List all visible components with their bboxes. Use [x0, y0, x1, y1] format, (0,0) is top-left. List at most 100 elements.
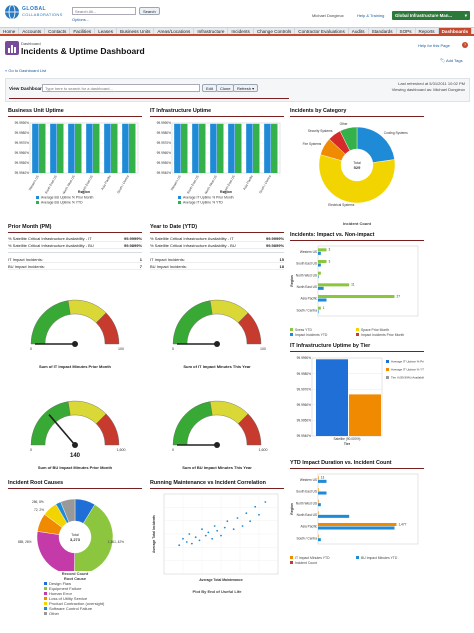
legend-label: Svess YTD [295, 327, 312, 332]
it-tier-chart: 99.9990% 99.9980% 99.9970% 99.9960% 99.9950%… [297, 356, 424, 446]
logo[interactable]: GLOBAL COLLABORATIONS [4, 3, 64, 21]
bar [318, 275, 319, 279]
tab-reports[interactable]: Reports [416, 28, 439, 34]
donut-slice [318, 154, 396, 204]
panel-rule [8, 488, 142, 489]
tab-contacts[interactable]: Contacts [45, 28, 71, 34]
donut-slice [339, 126, 358, 151]
legend-label: Impact Incidents Prior Month [361, 332, 405, 337]
tag-icon: 🏷 [440, 58, 446, 63]
refresh-button[interactable]: Refresh ▾ [233, 84, 259, 92]
tab-infrastructure[interactable]: Infrastructure [194, 28, 229, 34]
axis-title: Region [78, 190, 90, 194]
options-link[interactable]: Options... [72, 17, 90, 22]
bar [122, 123, 129, 173]
root-causes-title: Incident Root Causes [8, 480, 64, 486]
data-label: 3 [329, 248, 331, 252]
tab-home[interactable]: Home [0, 28, 20, 34]
y-tick-label: 99.9970% [15, 141, 30, 145]
axis-title: Region [290, 275, 294, 287]
bar [253, 123, 260, 173]
search-button[interactable]: Search [139, 7, 160, 15]
divider [9, 98, 289, 99]
bar [93, 123, 100, 173]
scatter-point [211, 537, 214, 540]
bar [199, 123, 206, 173]
y-tick-label: 99.9950% [15, 161, 30, 165]
tab-areas-locations[interactable]: Areas/Locations [154, 28, 195, 34]
donut-slice [74, 504, 114, 571]
incidents-category-chart: Cooling Systems Electrical Systems Fire Sy… [303, 122, 408, 207]
user-menu[interactable]: Michael Dongieux [312, 13, 344, 18]
maintenance-title: Running Maintenance vs Incident Correlat… [150, 480, 266, 486]
tab-contractor-evaluations[interactable]: Contractor Evaluations [295, 28, 349, 34]
legend-label: Average IT Uptime % Prior Month [391, 360, 424, 364]
back-to-list-link[interactable]: « Go to Dashboard List [5, 68, 47, 73]
panel-rule [8, 232, 142, 233]
bar [318, 511, 319, 515]
gauge-band [172, 300, 213, 345]
tab-sops[interactable]: SOPs [397, 28, 416, 34]
legend-swatch [290, 561, 293, 564]
metric-label: % Satellite Critical Infrastructure Avai… [8, 235, 92, 241]
add-tags-link[interactable]: 🏷 Add Tags [440, 58, 463, 63]
help-icon[interactable]: ? [462, 42, 468, 48]
tab-accounts[interactable]: Accounts [19, 28, 46, 34]
maintenance-footer: Plot By End of Useful Life [192, 589, 242, 594]
dashboard-search-input[interactable] [42, 84, 200, 92]
bar [111, 123, 118, 173]
x-tick-label: North West US [204, 175, 218, 195]
edit-button[interactable]: Edit [202, 84, 217, 92]
tab-incidents[interactable]: Incidents [228, 28, 254, 34]
axis-title: Region [220, 190, 232, 194]
metric-row: % Satellite Critical Infrastructure Avai… [150, 242, 284, 249]
bar [349, 394, 381, 436]
bar [75, 123, 82, 173]
data-label: 1 [323, 306, 325, 310]
tab-dashboards[interactable]: Dashboards [438, 28, 473, 34]
bar [210, 123, 217, 173]
tab-change-controls[interactable]: Change Controls [254, 28, 296, 34]
legend-item: Loss of Utility Service [44, 596, 142, 601]
incidents-category-footer: Incident Count [343, 221, 371, 226]
column-3: Incidents by Category Cooling Systems Ele… [290, 108, 424, 628]
panel-rule [290, 468, 424, 469]
gauge-caption: Sum of IT Impact Minutes This Year [183, 364, 251, 369]
clone-button[interactable]: Clone [216, 84, 235, 92]
legend-label: Product Contraction (oversight) [49, 601, 105, 606]
y-tick-label: Asia Pacific [301, 297, 318, 301]
scatter-point [201, 528, 203, 531]
data-label: 1,477 [398, 522, 406, 526]
tab-business-units[interactable]: Business Units [117, 28, 155, 34]
tab-standards[interactable]: Standards [369, 28, 397, 34]
plot-area [171, 122, 281, 174]
metric-row: % Satellite Critical Infrastructure Avai… [150, 235, 284, 242]
gauge-needle [48, 414, 76, 446]
scatter-point [185, 541, 188, 543]
tab-bar: Home Accounts Contacts Facilities Leases Busi… [0, 27, 474, 36]
bar [318, 491, 327, 495]
gauge-band [237, 413, 262, 446]
app-switcher[interactable]: Global Infrastructure Man... ▾ [392, 11, 470, 20]
ytd-title: Year to Date (YTD) [150, 224, 198, 230]
gauge-min: 0 [172, 448, 174, 452]
tab-audits[interactable]: Audits [349, 28, 369, 34]
gauge-caption: Sum of BU Impact Minutes This Year [182, 465, 252, 470]
panel-rule [150, 116, 284, 117]
tab-facilities[interactable]: Facilities [70, 28, 96, 34]
help-page-link[interactable]: Help for this Page [418, 43, 450, 48]
bar [217, 123, 224, 173]
column-2: IT Infrastructure Uptime 99.9990% 99.9980… [150, 108, 284, 628]
legend-label: Average BU Uptime % YTD [41, 201, 83, 205]
legend-swatch [178, 196, 181, 199]
search-input[interactable] [72, 7, 136, 15]
tab-leases[interactable]: Leases [95, 28, 118, 34]
bar [318, 295, 395, 299]
scatter-point [188, 533, 191, 535]
metric-row: % Satellite Critical Infrastructure Avai… [8, 235, 142, 242]
help-link[interactable]: Help & Training [357, 13, 385, 18]
legend-label: Space Prior Month [361, 327, 390, 332]
legend-swatch [44, 582, 47, 585]
gauge-min: 0 [172, 347, 174, 351]
